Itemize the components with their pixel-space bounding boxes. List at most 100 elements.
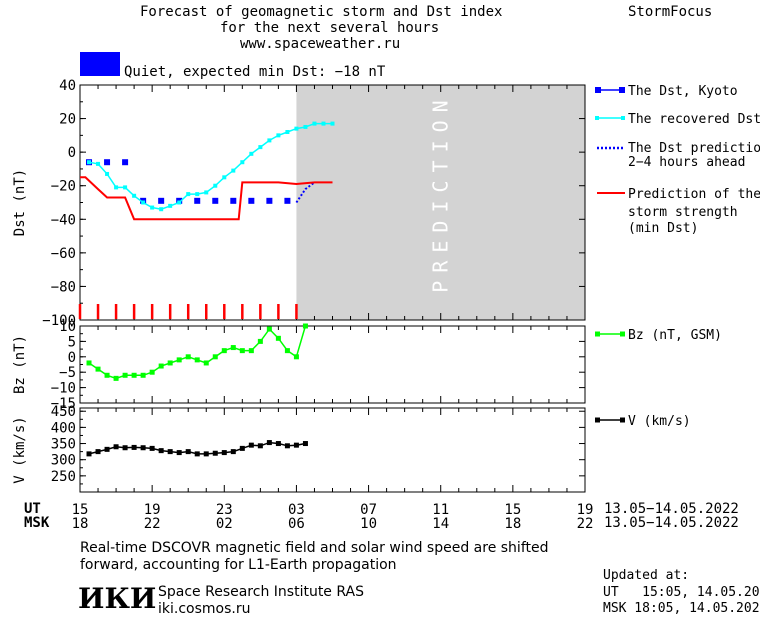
dst-recovered-point [141,200,146,205]
bz-point [239,348,245,354]
bz-point [104,372,110,378]
bz-point [221,348,227,354]
dst-kyoto-point [194,197,201,204]
v-point [203,451,209,457]
y-tick-label: 0 [68,145,76,161]
dst-recovered-point [96,161,101,166]
bz-point [158,363,164,369]
v-point [275,441,281,447]
dst-recovered-point [267,138,272,143]
bz-point [149,369,155,375]
bz-point [194,357,200,363]
msk-tick-label: 06 [288,516,305,532]
y-tick-label: 250 [51,469,76,485]
status-color-swatch [80,52,120,76]
v-point [293,442,299,448]
dst-recovered-point [204,190,209,195]
legend-recovered-label: The recovered Dst [628,112,760,127]
footer-note-line-2: forward, accounting for L1-Earth propaga… [80,557,397,573]
legend-recovered-marker [621,116,625,120]
ut-date-range: 13.05−14.05.2022 [604,501,739,517]
ut-tick-label: 15 [72,502,89,518]
dst-recovered-point [150,205,155,210]
y-tick-label: −15 [51,396,76,412]
legend-bz-label: Bz (nT, GSM) [628,328,722,343]
legend-storm-label: Prediction of the [628,187,760,202]
dst-recovered-point [168,203,173,208]
legend-storm-note: (min Dst) [628,221,698,236]
msk-tick-label: 10 [360,516,377,532]
legend-v-marker [620,417,625,423]
y-tick-label: 300 [51,453,76,469]
y-tick-label: −40 [51,212,76,228]
y-tick-label: −20 [51,179,76,195]
bz-point [275,335,281,341]
v-point [158,448,164,454]
v-point [86,451,92,457]
msk-tick-label: 18 [72,516,89,532]
bz-point [167,360,173,366]
y-axis-label: V (km/s) [12,416,28,483]
dst-recovered-point [249,151,254,156]
legend-v-marker [595,417,600,423]
y-tick-label: −60 [51,246,76,262]
y-axis-label: Dst (nT) [12,169,28,236]
ut-tick-label: 07 [360,502,377,518]
v-point [167,449,173,455]
y-tick-label: 20 [59,112,76,128]
y-tick-label: −80 [51,279,76,295]
chart-title-line-2: for the next several hours [220,20,440,36]
ut-tick-label: 23 [216,502,233,518]
msk-tick-label: 18 [504,516,521,532]
bz-point [86,360,92,366]
dst-kyoto-point [104,159,111,166]
dst-recovered-point [114,185,119,190]
dst-kyoto-point [230,197,237,204]
legend-prediction-label: The Dst prediction [628,141,760,156]
dst-recovered-point [330,121,335,126]
updated-msk: MSK 18:05, 14.05.2022 [603,601,760,616]
v-point [239,445,245,451]
dst-recovered-point [312,121,317,126]
v-point [176,450,182,456]
bz-point [266,326,272,332]
v-point [248,442,254,448]
ut-tick-label: 15 [504,502,521,518]
v-point [104,446,110,452]
v-point [257,443,263,449]
dst-kyoto-point [122,159,129,166]
prediction-label: PREDICTION [429,92,453,292]
bz-point [176,357,182,363]
bz-point [140,372,146,378]
dst-kyoto-point [158,197,165,204]
v-point [230,449,236,455]
v-point [212,450,218,456]
storm-strength-line [80,176,333,221]
dst-recovered-point [177,200,182,205]
dst-recovered-point [276,133,281,138]
dst-recovered-point [240,160,245,165]
panel-frame [79,325,586,404]
bz-point [203,360,209,366]
dst-recovered-point [195,192,200,197]
ut-tick-label: 19 [577,502,594,518]
dst-recovered-point [186,192,191,197]
msk-tick-label: 22 [144,516,161,532]
y-tick-label: −100 [42,313,76,329]
dst-kyoto-point [212,197,219,204]
chart-title-line-3: www.spaceweather.ru [240,36,401,52]
v-point [194,451,200,457]
bz-point [185,354,191,360]
v-point [131,444,137,450]
chart-title-line-1: Forecast of geomagnetic storm and Dst in… [140,4,503,20]
v-point [113,444,119,450]
dst-recovered-point [303,124,308,129]
y-tick-label: 350 [51,437,76,453]
y-tick-label: 400 [51,420,76,436]
v-point [284,443,290,449]
bz-point [212,354,218,360]
y-tick-label: 10 [59,319,76,335]
bz-point [113,375,119,381]
bz-line [88,325,307,380]
